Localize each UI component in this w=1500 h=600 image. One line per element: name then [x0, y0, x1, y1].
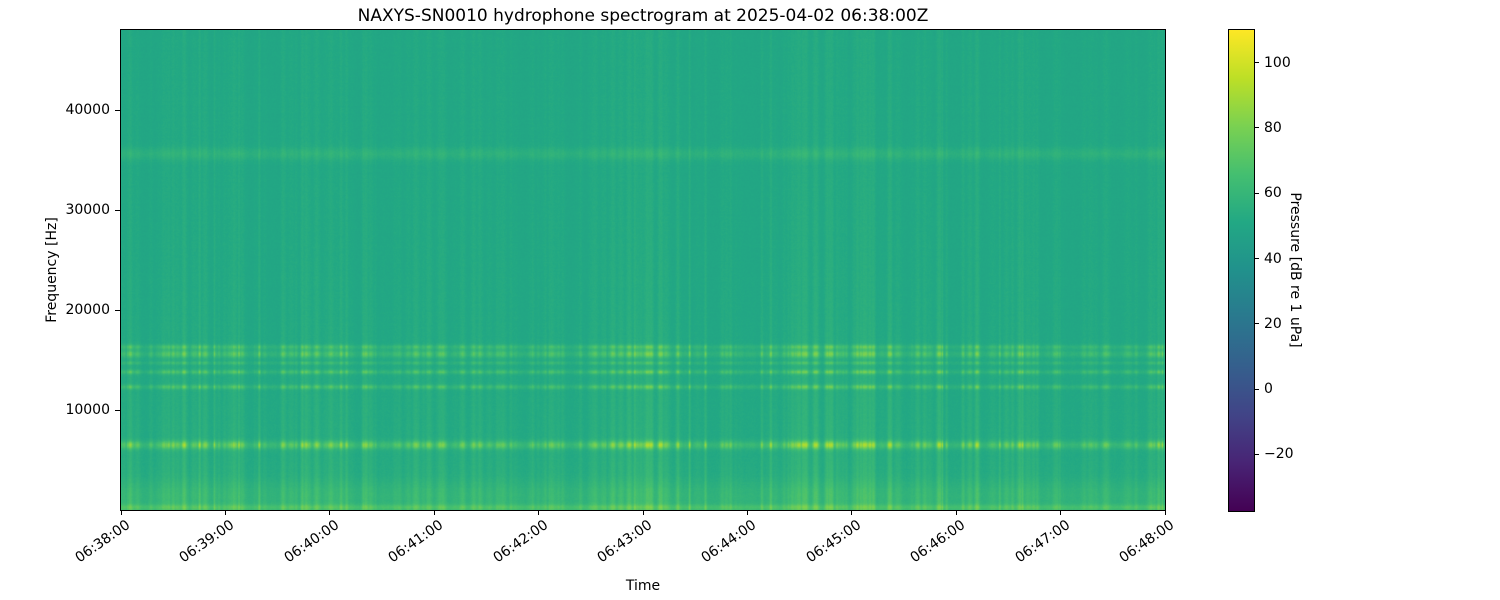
x-axis-tick-labels: 06:38:00 06:39:00 06:40:00 06:41:00 06:42:00…	[72, 517, 1177, 577]
x-tick-label: 06:40:00	[281, 517, 342, 567]
x-tick-mark	[955, 510, 957, 515]
colorbar-tick-mark	[1255, 127, 1259, 129]
colorbar-tick-label: 100	[1264, 54, 1291, 71]
plot-title: NAXYS-SN0010 hydrophone spectrogram at 2…	[357, 6, 929, 26]
colorbar-label: Pressure [dB re 1 uPa]	[1287, 192, 1303, 348]
x-tick-label: 06:38:00	[72, 517, 134, 567]
x-tick-label: 06:42:00	[490, 517, 551, 567]
y-tick-mark	[115, 409, 120, 411]
y-tick-label: 40000	[65, 102, 110, 118]
x-tick-label: 06:47:00	[1012, 517, 1073, 567]
x-axis-label: Time	[625, 578, 661, 594]
x-tick-label: 06:39:00	[176, 517, 238, 567]
colorbar-tick-label: 80	[1264, 119, 1282, 136]
x-tick-label: 06:41:00	[385, 517, 447, 567]
x-tick-mark	[1164, 510, 1166, 515]
colorbar-ticks: 100 80 60 40 20 0 −20	[1255, 30, 1325, 510]
y-tick-mark	[115, 309, 120, 311]
x-tick-mark	[433, 510, 435, 515]
x-tick-mark	[538, 510, 540, 515]
colorbar	[1228, 29, 1255, 512]
x-tick-label: 06:43:00	[594, 517, 656, 567]
x-tick-mark	[642, 510, 644, 515]
x-tick-mark	[120, 510, 122, 515]
x-tick-mark	[224, 510, 226, 515]
y-axis-ticks: 10000 20000 30000 40000	[0, 30, 121, 510]
x-tick-mark	[1060, 510, 1062, 515]
y-tick-label: 10000	[65, 402, 110, 418]
colorbar-tick-mark	[1255, 453, 1259, 455]
x-tick-label: 06:45:00	[803, 517, 864, 567]
colorbar-tick-mark	[1255, 62, 1259, 64]
colorbar-gradient	[1229, 30, 1254, 511]
colorbar-tick-mark	[1255, 258, 1259, 260]
spectrogram-axes	[120, 29, 1166, 511]
x-tick-label: 06:48:00	[1116, 517, 1178, 567]
x-tick-label: 06:46:00	[907, 517, 969, 567]
colorbar-tick-label: −20	[1264, 446, 1294, 463]
y-tick-mark	[115, 209, 120, 211]
x-tick-mark	[851, 510, 853, 515]
colorbar-tick-label: 20	[1264, 315, 1282, 332]
colorbar-tick-label: 0	[1264, 381, 1273, 398]
x-tick-mark	[746, 510, 748, 515]
x-tick-mark	[329, 510, 331, 515]
y-tick-mark	[115, 109, 120, 111]
x-tick-label: 06:44:00	[698, 517, 760, 567]
y-tick-label: 30000	[65, 202, 110, 218]
colorbar-tick-mark	[1255, 323, 1259, 325]
colorbar-tick-mark	[1255, 192, 1259, 194]
colorbar-tick-label: 40	[1264, 250, 1282, 267]
spectrogram-image	[121, 30, 1165, 510]
x-axis-tick-marks	[120, 510, 1166, 515]
colorbar-tick-label: 60	[1264, 185, 1282, 202]
colorbar-tick-mark	[1255, 388, 1259, 390]
y-tick-label: 20000	[65, 302, 110, 318]
